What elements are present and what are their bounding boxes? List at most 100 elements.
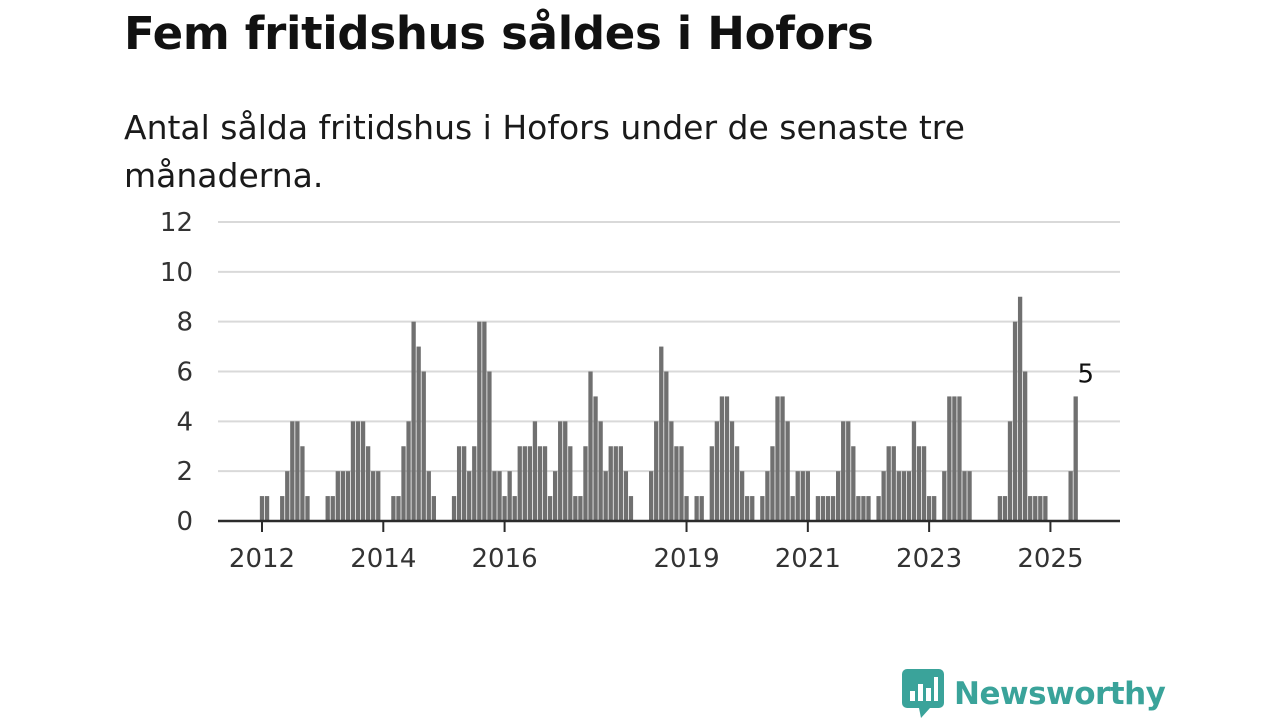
bar xyxy=(532,421,538,521)
bar xyxy=(527,446,533,521)
highlight-data-label: 5 xyxy=(1078,359,1095,389)
bar xyxy=(745,496,750,521)
bar xyxy=(340,471,346,521)
bar xyxy=(391,496,396,521)
bar xyxy=(264,496,270,521)
bar xyxy=(750,496,755,521)
x-tick-label: 2016 xyxy=(472,544,538,574)
bar xyxy=(856,496,861,521)
bar xyxy=(654,421,659,521)
bar xyxy=(719,396,725,521)
bar xyxy=(472,446,477,521)
bar xyxy=(345,471,351,521)
bar xyxy=(467,471,472,521)
bar xyxy=(846,421,851,521)
bar xyxy=(997,496,1003,521)
bar-chart: 0 2 4 6 8 10 12 2012 2014 2016 2019 2021 2023 2025 5 xyxy=(160,208,1120,574)
y-tick-label: 2 xyxy=(176,457,193,487)
x-axis: 2012 2014 2016 2019 2021 2023 2025 xyxy=(218,519,1120,574)
bar xyxy=(507,471,512,521)
bar xyxy=(921,446,927,521)
bar xyxy=(426,471,431,521)
bar xyxy=(477,321,482,521)
bar xyxy=(739,471,745,521)
bar xyxy=(280,496,285,521)
bar xyxy=(295,421,300,521)
bar xyxy=(482,321,487,521)
bar xyxy=(901,471,907,521)
bar xyxy=(674,446,679,521)
bar xyxy=(962,471,967,521)
bar xyxy=(335,471,340,521)
x-tick-label: 2019 xyxy=(653,544,719,574)
y-tick-label: 4 xyxy=(176,407,193,437)
bar xyxy=(502,496,507,521)
bar xyxy=(785,421,790,521)
bar xyxy=(911,421,917,521)
bar xyxy=(1012,321,1018,521)
bar xyxy=(775,396,780,521)
bar xyxy=(932,496,937,521)
bar xyxy=(623,471,629,521)
bar xyxy=(891,446,896,521)
bar xyxy=(355,421,361,521)
bar xyxy=(542,446,548,521)
bar xyxy=(462,446,467,521)
brand-logo: Newsworthy xyxy=(902,668,1166,720)
bar xyxy=(1007,421,1013,521)
bar xyxy=(942,471,947,521)
bar xyxy=(628,496,634,521)
x-tick-label: 2025 xyxy=(1017,544,1083,574)
brand-name: Newsworthy xyxy=(954,676,1166,712)
bar xyxy=(820,496,826,521)
bar xyxy=(765,471,770,521)
bar xyxy=(815,496,821,521)
bar xyxy=(325,496,330,521)
bar xyxy=(259,496,265,521)
bar xyxy=(330,496,335,521)
bar xyxy=(906,471,912,521)
y-tick-label: 10 xyxy=(160,258,193,288)
bar xyxy=(780,396,785,521)
x-tick-label: 2014 xyxy=(350,544,416,574)
bar xyxy=(729,421,735,521)
bar xyxy=(830,496,836,521)
bar xyxy=(411,321,416,521)
bar xyxy=(563,421,568,521)
x-tick-label: 2012 xyxy=(229,544,295,574)
annotations: 5 xyxy=(1078,359,1095,389)
bar xyxy=(300,446,305,521)
bar xyxy=(371,471,376,521)
bar xyxy=(1068,471,1073,521)
bar xyxy=(926,496,932,521)
bar xyxy=(421,371,426,521)
bar xyxy=(603,471,608,521)
bar xyxy=(517,446,522,521)
bar xyxy=(709,446,714,521)
bar xyxy=(714,421,720,521)
chart-title: Fem fritidshus såldes i Hofors xyxy=(124,7,874,60)
bar xyxy=(1033,496,1038,521)
bar xyxy=(305,496,310,521)
bar xyxy=(406,421,411,521)
bar xyxy=(669,421,674,521)
bar xyxy=(694,496,699,521)
bar xyxy=(512,496,517,521)
bar xyxy=(290,421,295,521)
bar xyxy=(568,446,573,521)
bar xyxy=(659,346,664,521)
bar xyxy=(360,421,366,521)
bar xyxy=(1038,496,1043,521)
bar xyxy=(583,446,588,521)
bar xyxy=(805,471,810,521)
y-tick-label: 8 xyxy=(176,308,193,338)
bar xyxy=(684,496,689,521)
y-tick-label: 0 xyxy=(176,507,193,537)
newsworthy-logo-icon xyxy=(902,669,944,718)
bar xyxy=(558,421,563,521)
bar xyxy=(679,446,684,521)
bar xyxy=(573,496,578,521)
bar xyxy=(795,471,800,521)
bar xyxy=(487,371,492,521)
y-tick-label: 6 xyxy=(176,358,193,388)
